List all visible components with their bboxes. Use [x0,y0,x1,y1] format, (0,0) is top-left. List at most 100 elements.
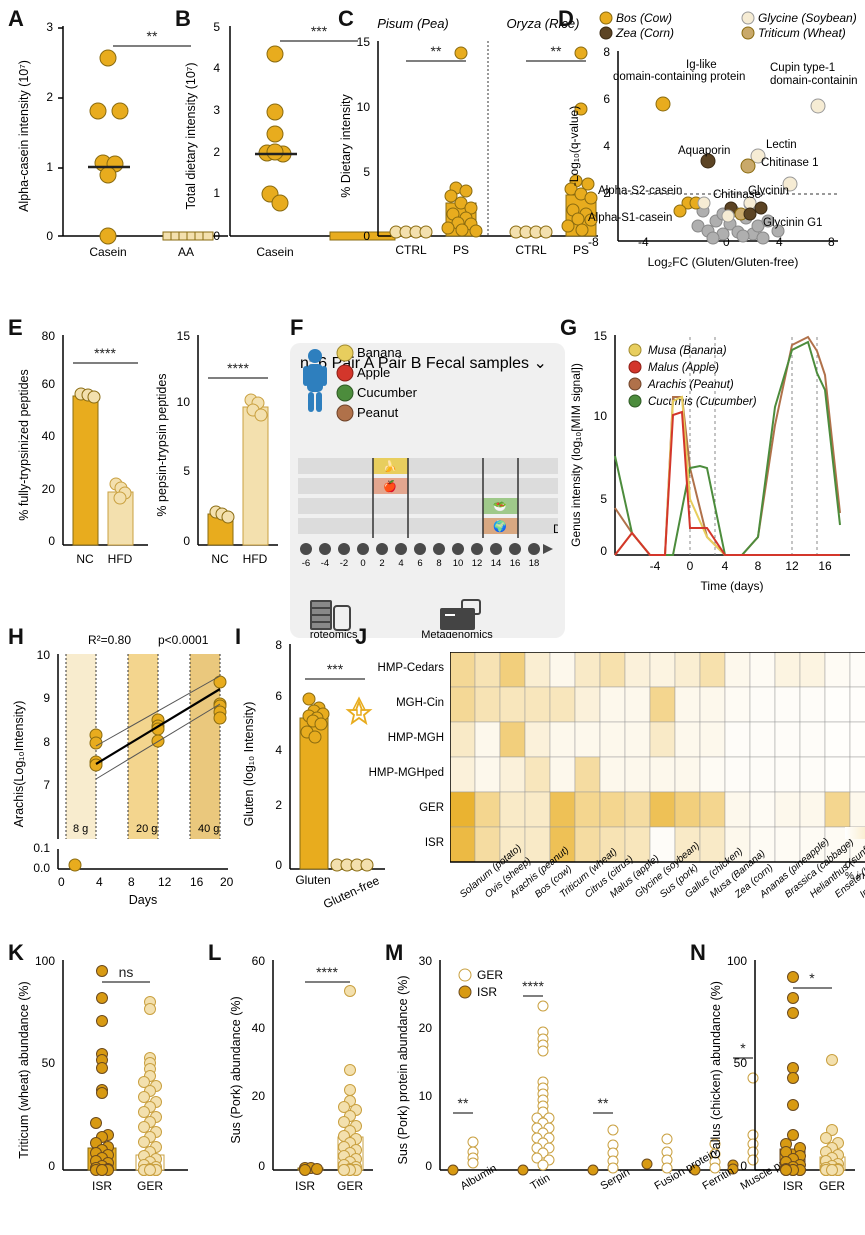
panel-j-cell[interactable] [825,757,850,792]
panel-j-cell[interactable] [575,792,600,827]
panel-j-cell[interactable] [625,792,650,827]
panel-j-cell[interactable] [850,687,865,722]
panel-j-row-1[interactable]: MGH-Cin [355,687,450,722]
panel-j-cell[interactable] [475,687,500,722]
panel-n-group1[interactable]: GER [819,1179,845,1193]
panel-e-nc-bar[interactable] [73,396,98,545]
panel-e-right-group1[interactable]: HFD [243,552,268,566]
panel-j-cell[interactable] [625,652,650,687]
panel-m-fusion-points[interactable] [642,1134,672,1173]
panel-m-titin-points[interactable] [518,1001,554,1175]
panel-j-cell[interactable] [750,757,775,792]
panel-j-cell[interactable] [625,757,650,792]
panel-j-cell[interactable] [700,757,725,792]
panel-a-group-casein[interactable]: Casein [89,245,126,259]
panel-j-cell[interactable] [750,722,775,757]
panel-j-cell[interactable] [500,792,525,827]
panel-j-cell[interactable] [525,792,550,827]
panel-l-isr-points[interactable] [300,1163,323,1176]
panel-j-cell[interactable] [850,757,865,792]
panel-g-line-malus[interactable] [615,412,840,555]
panel-e-left-group1[interactable]: HFD [108,552,133,566]
panel-j-cell[interactable] [850,722,865,757]
panel-n-group0[interactable]: ISR [783,1179,803,1193]
panel-l-group1[interactable]: GER [337,1179,363,1193]
panel-j-cell[interactable] [600,757,625,792]
panel-b-casein-points[interactable] [259,46,291,211]
panel-k-group0[interactable]: ISR [92,1179,112,1193]
panel-j-cell[interactable] [850,792,865,827]
panel-m-serpin-points[interactable] [588,1125,618,1175]
panel-j-cell[interactable] [725,722,750,757]
panel-e-hfd2-bar[interactable] [243,407,268,545]
panel-j-cell[interactable] [650,792,675,827]
panel-j-cell[interactable] [775,792,800,827]
panel-j-cell[interactable] [475,757,500,792]
panel-j-cell[interactable] [850,652,865,687]
panel-j-cell[interactable] [525,652,550,687]
panel-j-cell[interactable] [775,722,800,757]
panel-j-cell[interactable] [450,652,475,687]
panel-j-cell[interactable] [550,792,575,827]
panel-j-cell[interactable] [700,687,725,722]
panel-n-ger-points[interactable] [821,1055,844,1176]
panel-j-cell[interactable] [500,757,525,792]
panel-j-cell[interactable] [675,722,700,757]
panel-j-cell[interactable] [675,792,700,827]
panel-j-cell[interactable] [825,792,850,827]
panel-j-cell[interactable] [800,722,825,757]
panel-n-isr-points[interactable] [781,972,806,1176]
panel-a-casein-points[interactable] [90,50,128,244]
panel-j-cell[interactable] [725,792,750,827]
panel-c-rice-ctrl[interactable]: CTRL [515,243,547,257]
panel-j-cell[interactable] [575,827,600,862]
panel-j-cell[interactable] [600,792,625,827]
panel-j-row-5[interactable]: ISR [355,827,450,862]
panel-j-cell[interactable] [800,792,825,827]
panel-j-row-0[interactable]: HMP-Cedars [355,652,450,687]
panel-j-cell[interactable] [775,652,800,687]
panel-j-cell[interactable] [700,792,725,827]
panel-l-ger-points[interactable] [339,986,362,1176]
panel-j-cell[interactable] [475,827,500,862]
panel-j-cell[interactable] [525,827,550,862]
panel-j-cell[interactable] [775,687,800,722]
panel-j-cell[interactable] [800,652,825,687]
panel-j-cell[interactable] [625,722,650,757]
panel-j-cell[interactable] [525,757,550,792]
panel-j-cell[interactable] [600,687,625,722]
panel-j-cell[interactable] [525,722,550,757]
panel-j-row-3[interactable]: HMP-MGHped [355,757,450,792]
panel-j-cell[interactable] [475,652,500,687]
panel-j-cell[interactable] [825,722,850,757]
panel-j-cell[interactable] [575,722,600,757]
panel-j-cell[interactable] [550,722,575,757]
panel-j-cell[interactable] [625,687,650,722]
panel-j-cell[interactable] [550,757,575,792]
panel-j-cell[interactable] [650,722,675,757]
panel-k-ger-points[interactable] [139,997,162,1176]
panel-j-cell[interactable] [600,722,625,757]
panel-j-cell[interactable] [775,757,800,792]
panel-j-row-4[interactable]: GER [355,792,450,827]
panel-j-cell[interactable] [450,757,475,792]
panel-j-cell[interactable] [675,757,700,792]
panel-j-cell[interactable] [650,652,675,687]
panel-j-cell[interactable] [825,652,850,687]
panel-j-cell[interactable] [700,652,725,687]
panel-k-group1[interactable]: GER [137,1179,163,1193]
panel-j-cell[interactable] [450,687,475,722]
panel-j-cell[interactable] [500,652,525,687]
panel-j-cell[interactable] [725,687,750,722]
panel-e-right-group0[interactable]: NC [211,552,229,566]
panel-j-cell[interactable] [725,652,750,687]
panel-j-cell[interactable] [525,687,550,722]
panel-j-cell[interactable] [825,687,850,722]
panel-j-cell[interactable] [775,827,800,862]
panel-l-group0[interactable]: ISR [295,1179,315,1193]
panel-e-left-group0[interactable]: NC [76,552,94,566]
panel-j-cell[interactable] [700,722,725,757]
panel-i-group0[interactable]: Gluten [295,873,330,887]
panel-j-cell[interactable] [750,652,775,687]
panel-j-cell[interactable] [750,792,775,827]
